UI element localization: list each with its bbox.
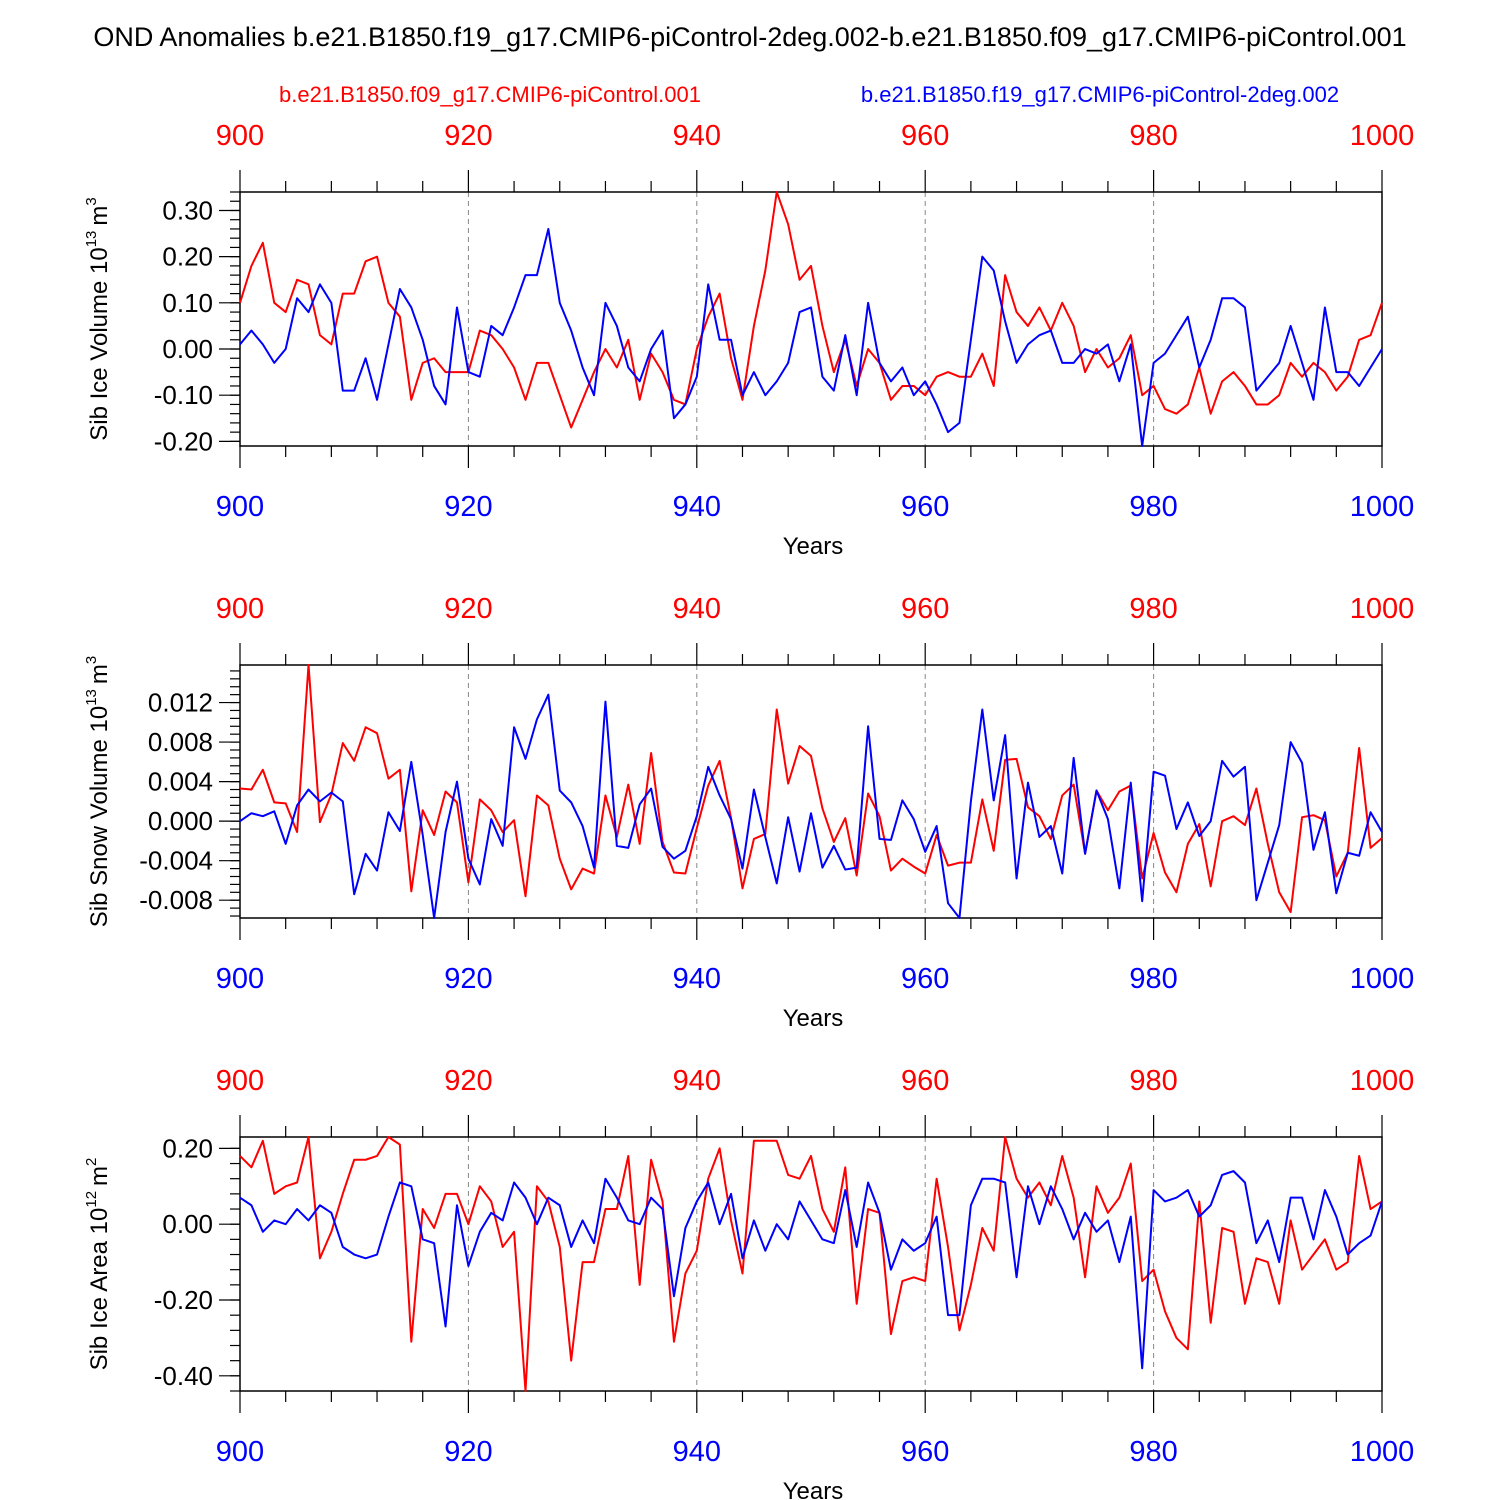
top-x-tick-label: 1000: [1350, 593, 1415, 625]
x-axis-label: Years: [783, 1005, 844, 1032]
y-tick-label: -0.10: [154, 380, 213, 410]
bottom-x-tick-label: 920: [444, 491, 492, 523]
y-tick-label: 0.20: [162, 1133, 213, 1163]
y-tick-label: 0.004: [148, 767, 213, 797]
bottom-x-tick-label: 980: [1129, 1436, 1177, 1468]
top-x-tick-label: 920: [444, 593, 492, 625]
bottom-x-tick-label: 1000: [1350, 1436, 1415, 1468]
legend-red-label: b.e21.B1850.f09_g17.CMIP6-piControl.001: [279, 82, 701, 107]
bottom-x-tick-label: 980: [1129, 963, 1177, 995]
y-axis-label-unit: m: [86, 664, 113, 684]
y-axis-label: Sib Ice Volume 1013 m3: [83, 197, 113, 440]
bottom-x-tick-label: 940: [673, 491, 721, 523]
y-tick-label: 0.012: [148, 688, 213, 718]
figure-title: OND Anomalies b.e21.B1850.f19_g17.CMIP6-…: [93, 22, 1406, 52]
bottom-x-tick-label: 920: [444, 963, 492, 995]
y-axis-label-unit: m: [86, 1166, 113, 1186]
top-x-tick-label: 900: [216, 120, 264, 152]
bottom-x-tick-label: 940: [673, 963, 721, 995]
panel-2: -0.008 -0.004 0.000 0.004 0.008 0.012 900 920 94…: [83, 593, 1414, 1032]
y-axis-label-unit-exponent: 3: [83, 197, 100, 205]
top-x-tick-label: 1000: [1350, 1065, 1415, 1097]
top-x-tick-label: 980: [1129, 593, 1177, 625]
bottom-x-tick-label: 900: [216, 963, 264, 995]
y-tick-label: -0.20: [154, 426, 213, 456]
top-x-tick-label: 900: [216, 593, 264, 625]
top-x-tick-label: 920: [444, 120, 492, 152]
y-tick-label: 0.30: [162, 195, 213, 225]
y-tick-label: 0.00: [162, 334, 213, 364]
plot-frame: [239, 664, 1383, 919]
series-line-blue: [239, 1170, 1383, 1370]
legend-blue-label: b.e21.B1850.f19_g17.CMIP6-piControl-2deg…: [861, 82, 1339, 107]
y-axis-label-exponent: 13: [83, 689, 100, 706]
top-x-tick-label: 900: [216, 1065, 264, 1097]
top-x-tick-label: 960: [901, 120, 949, 152]
top-x-tick-label: 1000: [1350, 120, 1415, 152]
panel-3: -0.40 -0.20 0.00 0.20 900 920 940 960 980 1000 900…: [83, 1065, 1414, 1500]
y-axis-label-unit-exponent: 2: [83, 1158, 100, 1166]
y-tick-label: 0.20: [162, 242, 213, 272]
y-axis-label: Sib Snow Volume 1013 m3: [83, 656, 113, 928]
top-x-tick-label: 960: [901, 593, 949, 625]
bottom-x-tick-label: 1000: [1350, 963, 1415, 995]
y-axis-label-main: Sib Ice Volume 10: [86, 247, 113, 440]
y-axis-label-exponent: 12: [83, 1191, 100, 1208]
y-axis-label-main: Sib Snow Volume 10: [86, 706, 113, 927]
series-line-red: [239, 1136, 1383, 1392]
y-tick-label: 0.10: [162, 288, 213, 318]
bottom-x-tick-label: 980: [1129, 491, 1177, 523]
y-axis-label-unit-exponent: 3: [83, 656, 100, 664]
bottom-x-tick-label: 940: [673, 1436, 721, 1468]
y-tick-label: -0.004: [139, 846, 213, 876]
y-tick-label: 0.008: [148, 727, 213, 757]
top-x-tick-label: 940: [673, 593, 721, 625]
plot-frame: [239, 191, 1383, 447]
panels-group: -0.20 -0.10 0.00 0.10 0.20 0.30 900 920 940 960 98…: [83, 120, 1414, 1500]
bottom-x-tick-label: 960: [901, 963, 949, 995]
y-axis-label-unit: m: [86, 206, 113, 226]
series-line-red: [239, 191, 1383, 429]
top-x-tick-label: 980: [1129, 120, 1177, 152]
bottom-x-tick-label: 960: [901, 491, 949, 523]
x-axis-label: Years: [783, 1478, 844, 1500]
y-axis-label-exponent: 13: [83, 231, 100, 248]
top-x-tick-label: 940: [673, 1065, 721, 1097]
series-line-red: [239, 664, 1383, 914]
bottom-x-tick-label: 900: [216, 1436, 264, 1468]
plot-frame: [239, 1136, 1383, 1392]
y-tick-label: -0.20: [154, 1285, 213, 1315]
series-line-blue: [239, 227, 1383, 447]
top-x-tick-label: 980: [1129, 1065, 1177, 1097]
panel-1: -0.20 -0.10 0.00 0.10 0.20 0.30 900 920 940 960 98…: [83, 120, 1414, 560]
bottom-x-tick-label: 900: [216, 491, 264, 523]
x-axis-label: Years: [783, 533, 844, 560]
y-axis-label: Sib Ice Area 1012 m2: [83, 1158, 113, 1371]
y-tick-label: -0.40: [154, 1361, 213, 1391]
bottom-x-tick-label: 1000: [1350, 491, 1415, 523]
y-axis-label-main: Sib Ice Area 10: [86, 1208, 113, 1371]
bottom-x-tick-label: 920: [444, 1436, 492, 1468]
top-x-tick-label: 960: [901, 1065, 949, 1097]
top-x-tick-label: 920: [444, 1065, 492, 1097]
series-line-blue: [239, 693, 1383, 919]
bottom-x-tick-label: 960: [901, 1436, 949, 1468]
y-tick-label: 0.00: [162, 1209, 213, 1239]
y-tick-label: -0.008: [139, 885, 213, 915]
y-tick-label: 0.000: [148, 806, 213, 836]
top-x-tick-label: 940: [673, 120, 721, 152]
